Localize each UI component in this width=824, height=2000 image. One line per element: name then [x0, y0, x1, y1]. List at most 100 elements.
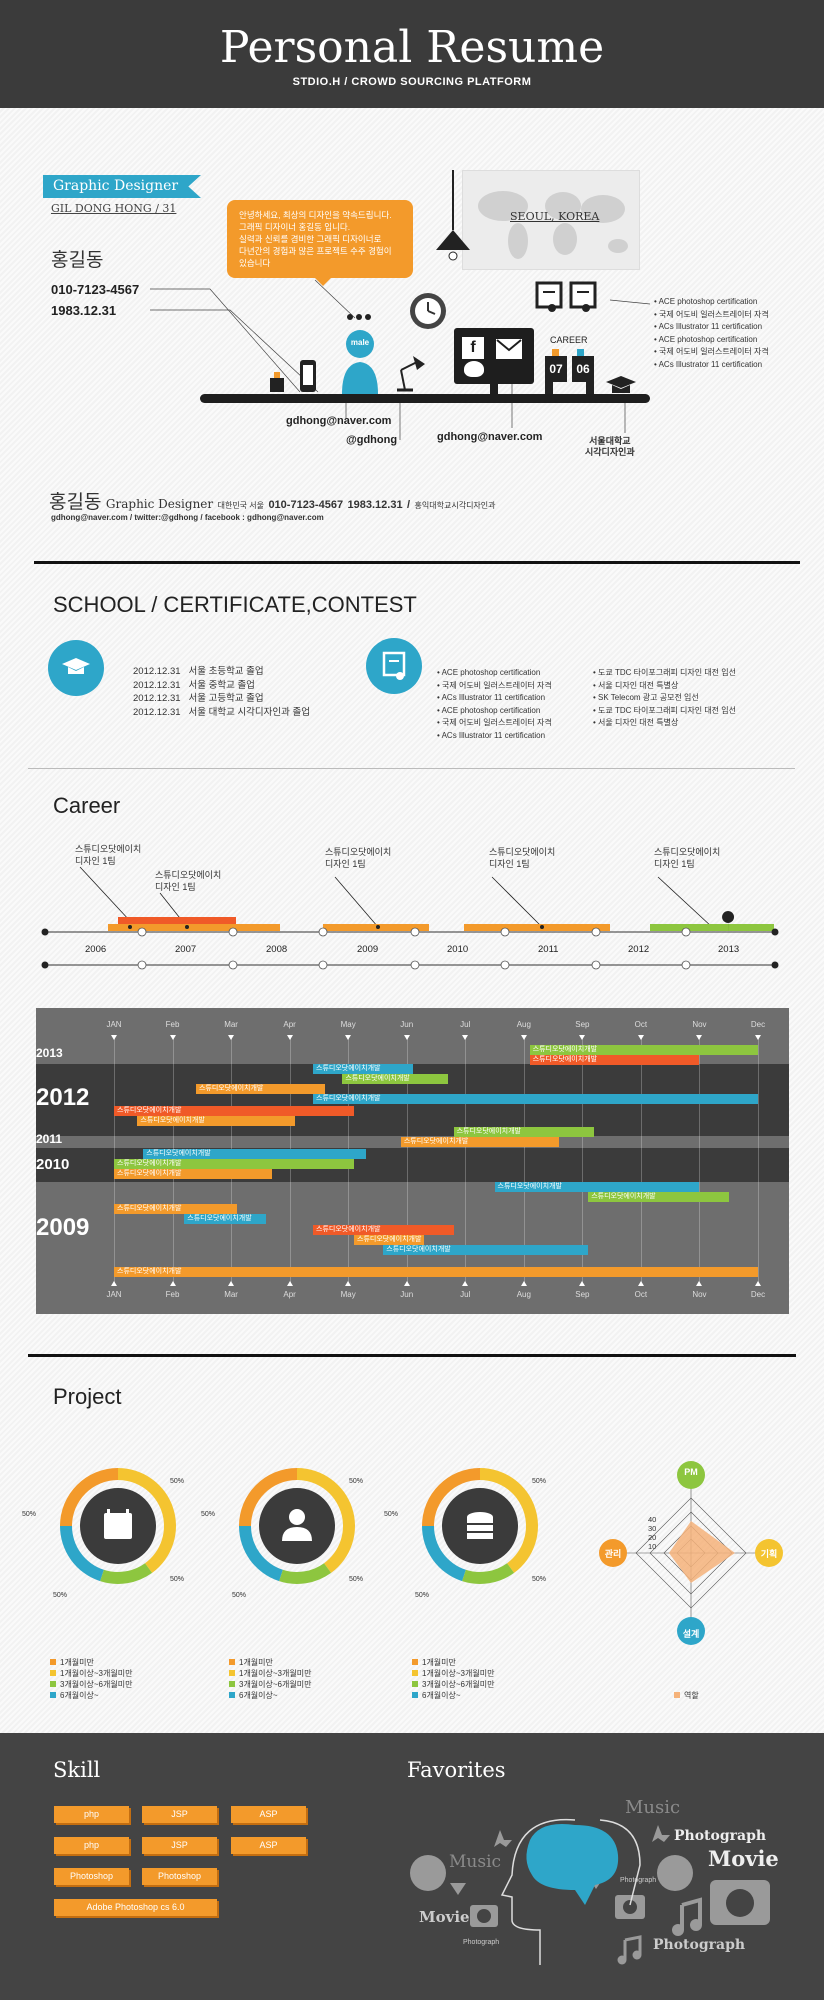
gantt-bar: 스튜디오닷에이치개발	[529, 1045, 758, 1055]
gantt-month-label: May	[340, 1290, 356, 1299]
skill-badge: php	[54, 1837, 129, 1854]
section-divider	[34, 561, 800, 564]
radar-axis-label: 기획	[760, 1549, 778, 1559]
calendar-donut-chart	[60, 1468, 176, 1584]
desk-shelf	[200, 394, 650, 403]
legend-swatch	[412, 1692, 418, 1698]
birthdate: 1983.12.31	[51, 303, 117, 318]
legend-item: 1개월이상~3개월미만	[229, 1668, 311, 1679]
gantt-month-marker	[462, 1035, 469, 1040]
header-bar	[0, 0, 824, 108]
career-counter-label: CAREER	[550, 335, 588, 345]
donut-percent-label: 50%	[532, 1576, 547, 1583]
gantt-month-marker	[228, 1281, 235, 1286]
career-year: 2008	[266, 944, 288, 955]
legend-swatch	[674, 1692, 680, 1698]
legend-item: 3개월이상~6개월미만	[229, 1679, 311, 1690]
gantt-month-label: Sep	[575, 1290, 590, 1299]
gantt-month-marker	[169, 1281, 176, 1286]
gantt-month-label: Dec	[750, 1020, 766, 1029]
profile-certs-list: ACE photoshop certification 국제 어도비 일러스트레…	[654, 296, 769, 371]
gantt-bar: 스튜디오닷에이치개발	[114, 1159, 355, 1169]
clock-icon	[410, 293, 446, 329]
profile-cert-item: ACs Illustrator 11 certification	[654, 321, 769, 334]
gantt-month-marker	[228, 1035, 235, 1040]
career-label: 스튜디오닷에이치 디자인 1팀	[489, 847, 556, 869]
gantt-month-label: Nov	[692, 1020, 707, 1029]
radar-ticks: 40 30 20 10	[648, 1515, 656, 1551]
legend-label: 1개월미만	[422, 1658, 456, 1667]
career-tab-icon	[552, 349, 559, 356]
legend-item: 6개월이상~	[229, 1690, 311, 1701]
career-timeline	[41, 866, 779, 970]
legend-item: 1개월미만	[229, 1657, 311, 1668]
gantt-bar: 스튜디오닷에이치개발	[354, 1235, 425, 1245]
gantt-month-label: Apr	[283, 1290, 296, 1299]
gantt-year: 2009	[36, 1214, 90, 1241]
legend-swatch	[412, 1681, 418, 1687]
legend-item: 1개월이상~3개월미만	[412, 1668, 494, 1679]
gantt-year: 2010	[36, 1156, 70, 1173]
contest-list: 도쿄 TDC 타이포그래피 디자인 대전 입선 서울 디자인 대전 특별상 SK…	[593, 667, 736, 730]
career-year: 2012	[628, 944, 650, 955]
gantt-bar: 스튜디오닷에이치개발	[383, 1245, 589, 1255]
career-year: 2011	[538, 944, 559, 955]
sig-birth: 1983.12.31	[347, 499, 403, 511]
career-year: 2007	[175, 944, 197, 955]
donut-legend: 1개월미만 1개월이상~3개월미만 3개월이상~6개월미만 6개월이상~	[229, 1657, 311, 1701]
sig-contacts: gdhong@naver.com / twitter:@gdhong / fac…	[51, 513, 324, 522]
contact-email: gdhong@naver.com	[286, 415, 392, 427]
favorite-word: Music	[449, 1852, 502, 1872]
favorite-word: Photograph	[463, 1939, 500, 1946]
gantt-month-label: Oct	[634, 1020, 648, 1029]
legend-label: 1개월이상~3개월미만	[60, 1669, 133, 1678]
section-divider	[28, 1354, 796, 1357]
gantt-month-label: Apr	[283, 1020, 296, 1029]
intro-bubble: 안녕하세요, 최상의 디자인을 약속드립니다. 그래픽 디자이너 홍길동 입니다…	[227, 200, 413, 286]
twitter-icon	[464, 361, 484, 377]
gantt-month-label: Mar	[224, 1290, 238, 1299]
sig-phone: 010-7123-4567	[268, 499, 344, 511]
gantt-bar: 스튜디오닷에이치개발	[143, 1149, 366, 1159]
skill-title: Skill	[53, 1758, 101, 1782]
career-label: 스튜디오닷에이치 디자인 1팀	[654, 847, 721, 869]
gantt-month-marker	[755, 1035, 761, 1040]
coins-donut-chart	[422, 1468, 538, 1584]
legend-label: 3개월이상~6개월미만	[60, 1680, 133, 1689]
certificate-icon	[366, 638, 422, 694]
school-item: 2012.12.31 서울 대학교 시각디자인과 졸업	[133, 706, 311, 718]
gantt-month-label: Feb	[165, 1020, 180, 1029]
donut-segment	[279, 1563, 332, 1584]
legend-label: 1개월미만	[239, 1658, 273, 1667]
gantt-month-marker	[403, 1035, 410, 1040]
donut-segment	[100, 1563, 153, 1584]
gantt-month-label: Dec	[750, 1290, 766, 1299]
gantt-month-label: JAN	[106, 1020, 122, 1029]
favorites-illustration	[410, 1818, 770, 1965]
phone: 010-7123-4567	[51, 282, 140, 297]
radar-axis-label: 관리	[604, 1549, 622, 1559]
gantt-month-label: Jul	[460, 1020, 471, 1029]
profile-cert-item: ACE photoshop certification	[654, 296, 769, 309]
favorite-word: Music	[625, 1797, 681, 1818]
career-tab-icon	[577, 349, 584, 356]
donut-percent-label: 50%	[415, 1592, 430, 1599]
gantt-month-label: Mar	[224, 1020, 238, 1029]
project-section-title: Project	[53, 1384, 122, 1409]
donut-percent-label: 50%	[232, 1592, 247, 1599]
page-title: Personal Resume	[219, 22, 605, 73]
legend-label: 3개월이상~6개월미만	[239, 1680, 312, 1689]
legend-swatch	[50, 1659, 56, 1665]
donut-percent-label: 50%	[201, 1511, 216, 1518]
legend-label: 1개월이상~3개월미만	[239, 1669, 312, 1678]
school-item: 2012.12.31 서울 고등학교 졸업	[133, 693, 264, 704]
mail-icon	[496, 339, 522, 359]
gantt-bar: 스튜디오닷에이치개발	[494, 1182, 700, 1192]
donut-segment	[480, 1468, 538, 1573]
cert-item: 국제 어도비 일러스트레이터 자격	[437, 680, 552, 693]
career-section-title: Career	[53, 793, 121, 818]
monitor-stand	[490, 384, 498, 394]
donut-percent-label: 50%	[170, 1576, 185, 1583]
section-divider-thin	[28, 768, 795, 769]
name-line: GIL DONG HONG / 31	[51, 202, 177, 215]
